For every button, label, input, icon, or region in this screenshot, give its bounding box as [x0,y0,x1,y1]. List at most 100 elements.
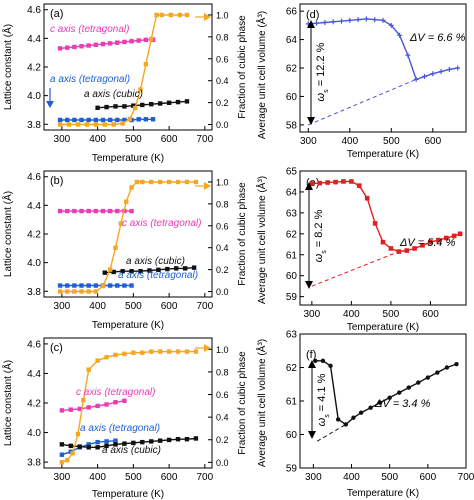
data-point [68,443,74,449]
x-tick-label: 500 [383,136,400,147]
panel-label: (b) [50,175,63,187]
data-point [72,117,77,123]
ticks-right: 0.0 0.2 0.4 0.6 0.8 1.0 [208,345,229,468]
y2-tick-label: 0.8 [216,367,229,377]
data-point [165,266,170,272]
x-axis-label: Temperature (K) [347,488,419,499]
x-tick-label: 300 [305,472,322,483]
omega-arrow-head-up [307,20,315,28]
data-point [86,367,91,372]
data-point [149,179,154,185]
data-point [95,403,100,409]
y-tick-label: 4.0 [27,258,41,269]
panel-f: (f) Average unit cell volume (Å³) Temper… [255,330,474,500]
data-point [140,179,145,185]
data-point [102,270,107,275]
data-point [397,32,403,38]
data-point [104,402,109,407]
data-point [59,460,65,465]
series-label: c axis (tetragonal) [76,387,155,398]
y-tick-label: 4.2 [27,63,41,74]
data-point [131,440,136,446]
data-point [136,38,141,43]
data-point [59,442,65,447]
data-point [113,438,118,443]
data-point [416,380,421,385]
data-point [79,289,84,294]
data-point [93,117,99,123]
data-point [93,42,99,48]
y-tick-label: 4.4 [27,369,41,380]
data-point [86,117,91,123]
ticks-x: 300 400 500 600 [304,301,439,320]
data-point [95,445,100,450]
y-tick-label: 65 [286,167,298,178]
data-point [140,102,145,108]
x-tick-label: 400 [341,136,358,147]
data-point [157,349,163,354]
omega-arrow-head-down [308,431,316,439]
panel-label: (d) [306,9,319,21]
data-point [122,351,127,357]
series-label: a axis (cubic) [84,89,143,100]
data-point [177,12,183,18]
x-tick-label: 400 [343,309,360,320]
ticks-x: 300 400 500 600 700 [54,464,214,483]
data-point [157,101,163,106]
data-point [95,358,100,363]
data-point [143,62,149,67]
data-point [129,39,134,44]
series-label: a axis (tetragonal) [118,270,198,281]
data-point [100,41,106,47]
data-point [77,444,82,449]
data-point [113,352,118,358]
data-point [127,116,132,122]
data-point [107,208,113,214]
data-point [149,36,154,42]
arrow-right-head [204,182,211,190]
data-point [100,208,106,214]
data-point [104,439,109,444]
x-axis-label: Temperature (K) [347,322,419,333]
data-point [157,179,163,185]
data-point [335,417,341,422]
data-point [372,221,378,226]
data-point [322,19,328,25]
data-point [113,400,118,405]
y-axis-label-right: Fraction of cubic phase [237,351,248,455]
data-point [333,179,338,185]
y2-tick-label: 1.0 [216,177,229,187]
data-point [75,122,81,127]
data-point [118,221,124,226]
data-point [129,283,134,288]
ticks-right: 0.0 0.2 0.4 0.6 0.8 1.0 [208,177,229,297]
data-point [168,12,174,18]
ticks-left: 3.8 4.0 4.2 4.4 4.6 [27,5,48,131]
data-point [368,405,373,410]
y-tick-label: 62 [286,229,298,240]
data-point [175,179,181,185]
omega-arrow-head-up [308,360,316,368]
data-point [313,358,318,363]
y-tick-label: 4.6 [27,339,41,350]
data-point [107,267,113,272]
y-tick-label: 4.2 [27,399,41,410]
data-point [420,243,425,248]
data-point [443,235,449,241]
data-point [122,283,127,288]
panel-label: (f) [306,349,316,361]
data-point [131,350,136,355]
data-point [79,44,84,49]
x-tick-label: 600 [161,472,178,483]
data-point [131,103,136,108]
series-layer [57,179,199,294]
data-point [193,436,199,441]
data-point [138,269,143,274]
x-tick-label: 400 [89,301,106,312]
data-point [184,179,190,185]
data-point [140,439,145,445]
series-label: a axis (cubic) [102,445,161,456]
y-tick-label: 60 [286,92,298,103]
data-point [377,400,383,405]
series-line [315,360,457,426]
